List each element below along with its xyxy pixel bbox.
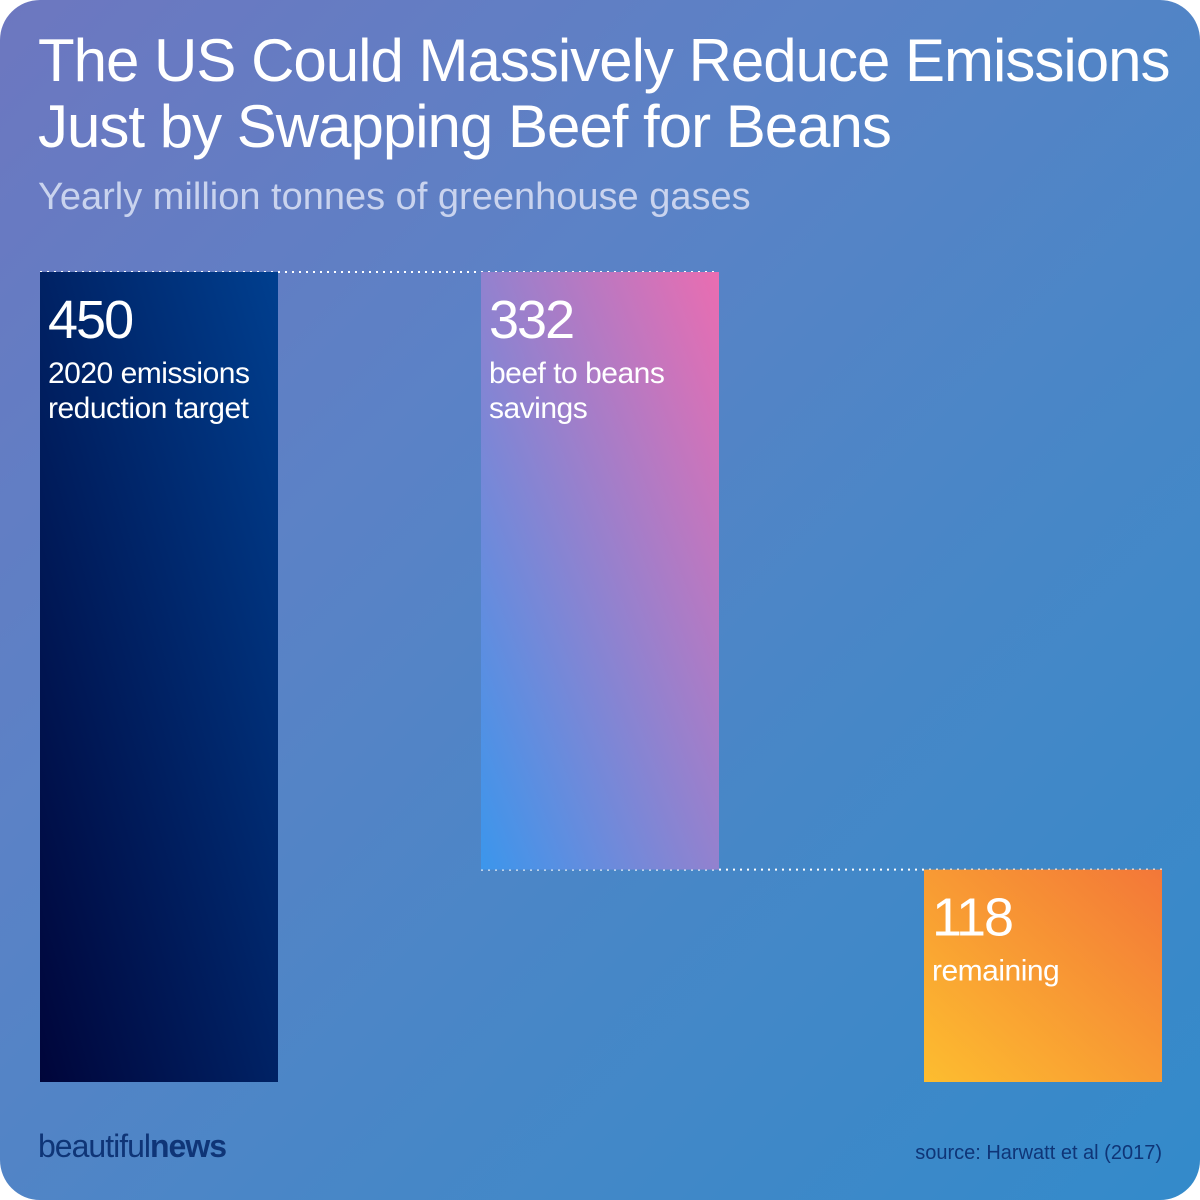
- bar-2-category-label-line-2: savings: [489, 392, 587, 425]
- bar-1-value-label: 450: [48, 290, 132, 350]
- chart-subtitle: Yearly million tonnes of greenhouse gase…: [38, 176, 751, 218]
- bar-1-category-label-line-1: 2020 emissions: [48, 357, 249, 390]
- bar-3-value-label: 118: [932, 888, 1012, 948]
- title-line-2: Just by Swapping Beef for Beans: [38, 93, 892, 160]
- bar-1-category-label-line-2: reduction target: [48, 392, 250, 425]
- bar-2-category-label-line-1: beef to beans: [489, 357, 664, 390]
- title-line-1: The US Could Massively Reduce Emissions: [38, 27, 1170, 94]
- source-note: source: Harwatt et al (2017): [915, 1142, 1162, 1164]
- bar-2-value-label: 332: [489, 290, 573, 350]
- chart-title: The US Could Massively Reduce Emissions …: [38, 28, 1178, 160]
- brand-logo: beautifulnews: [38, 1128, 227, 1165]
- bar-2: [481, 272, 719, 870]
- bar-3: [924, 869, 1162, 1082]
- brand-logo-part-2: news: [149, 1128, 227, 1164]
- brand-logo-part-1: beautiful: [38, 1128, 151, 1164]
- bar-3-category-label-line-1: remaining: [932, 955, 1059, 988]
- bar-1: [40, 272, 278, 1082]
